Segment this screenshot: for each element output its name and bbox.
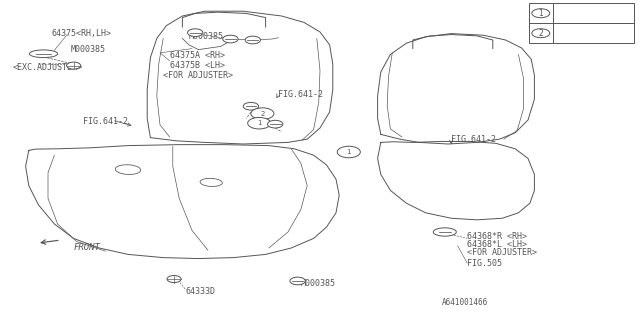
Ellipse shape: [115, 165, 141, 174]
Text: FRONT: FRONT: [74, 244, 100, 252]
Text: 64375B <LH>: 64375B <LH>: [170, 61, 225, 70]
Text: M000412: M000412: [558, 9, 593, 18]
Text: <FOR ADJUSTER>: <FOR ADJUSTER>: [467, 248, 537, 257]
Ellipse shape: [29, 50, 58, 58]
Text: 64368*R <RH>: 64368*R <RH>: [467, 232, 527, 241]
Text: N370048: N370048: [558, 29, 593, 38]
Text: M000385: M000385: [189, 32, 224, 41]
Text: <FOR ADJUSTER>: <FOR ADJUSTER>: [163, 71, 233, 80]
Circle shape: [251, 108, 274, 119]
Circle shape: [243, 102, 259, 110]
Circle shape: [223, 35, 238, 43]
Circle shape: [245, 36, 260, 44]
Text: A641001466: A641001466: [442, 298, 488, 307]
Ellipse shape: [433, 228, 456, 236]
Text: 1: 1: [257, 120, 262, 126]
Circle shape: [337, 146, 360, 158]
Bar: [529, 3, 634, 43]
Text: 2: 2: [538, 29, 543, 38]
Circle shape: [532, 29, 550, 38]
Circle shape: [532, 9, 550, 18]
Circle shape: [67, 62, 81, 69]
Circle shape: [248, 117, 271, 129]
Text: FIG.641-2: FIG.641-2: [83, 117, 128, 126]
Text: 1: 1: [346, 149, 351, 155]
Text: <EXC.ADJUSTER>: <EXC.ADJUSTER>: [13, 63, 83, 72]
Text: 64333D: 64333D: [186, 287, 216, 296]
Ellipse shape: [200, 178, 222, 187]
Circle shape: [268, 120, 283, 128]
Text: 64375A <RH>: 64375A <RH>: [170, 52, 225, 60]
Text: 64368*L <LH>: 64368*L <LH>: [467, 240, 527, 249]
Text: 1: 1: [538, 9, 543, 18]
Text: M000385: M000385: [301, 279, 336, 288]
Text: 2: 2: [260, 111, 264, 116]
Text: FIG.505: FIG.505: [467, 260, 502, 268]
Circle shape: [188, 29, 203, 36]
Circle shape: [290, 277, 305, 285]
Text: M000385: M000385: [70, 45, 106, 54]
Text: FIG.641-2: FIG.641-2: [451, 135, 496, 144]
Text: FIG.641-2: FIG.641-2: [278, 90, 323, 99]
Circle shape: [167, 276, 181, 283]
Text: 64375<RH,LH>: 64375<RH,LH>: [51, 29, 111, 38]
